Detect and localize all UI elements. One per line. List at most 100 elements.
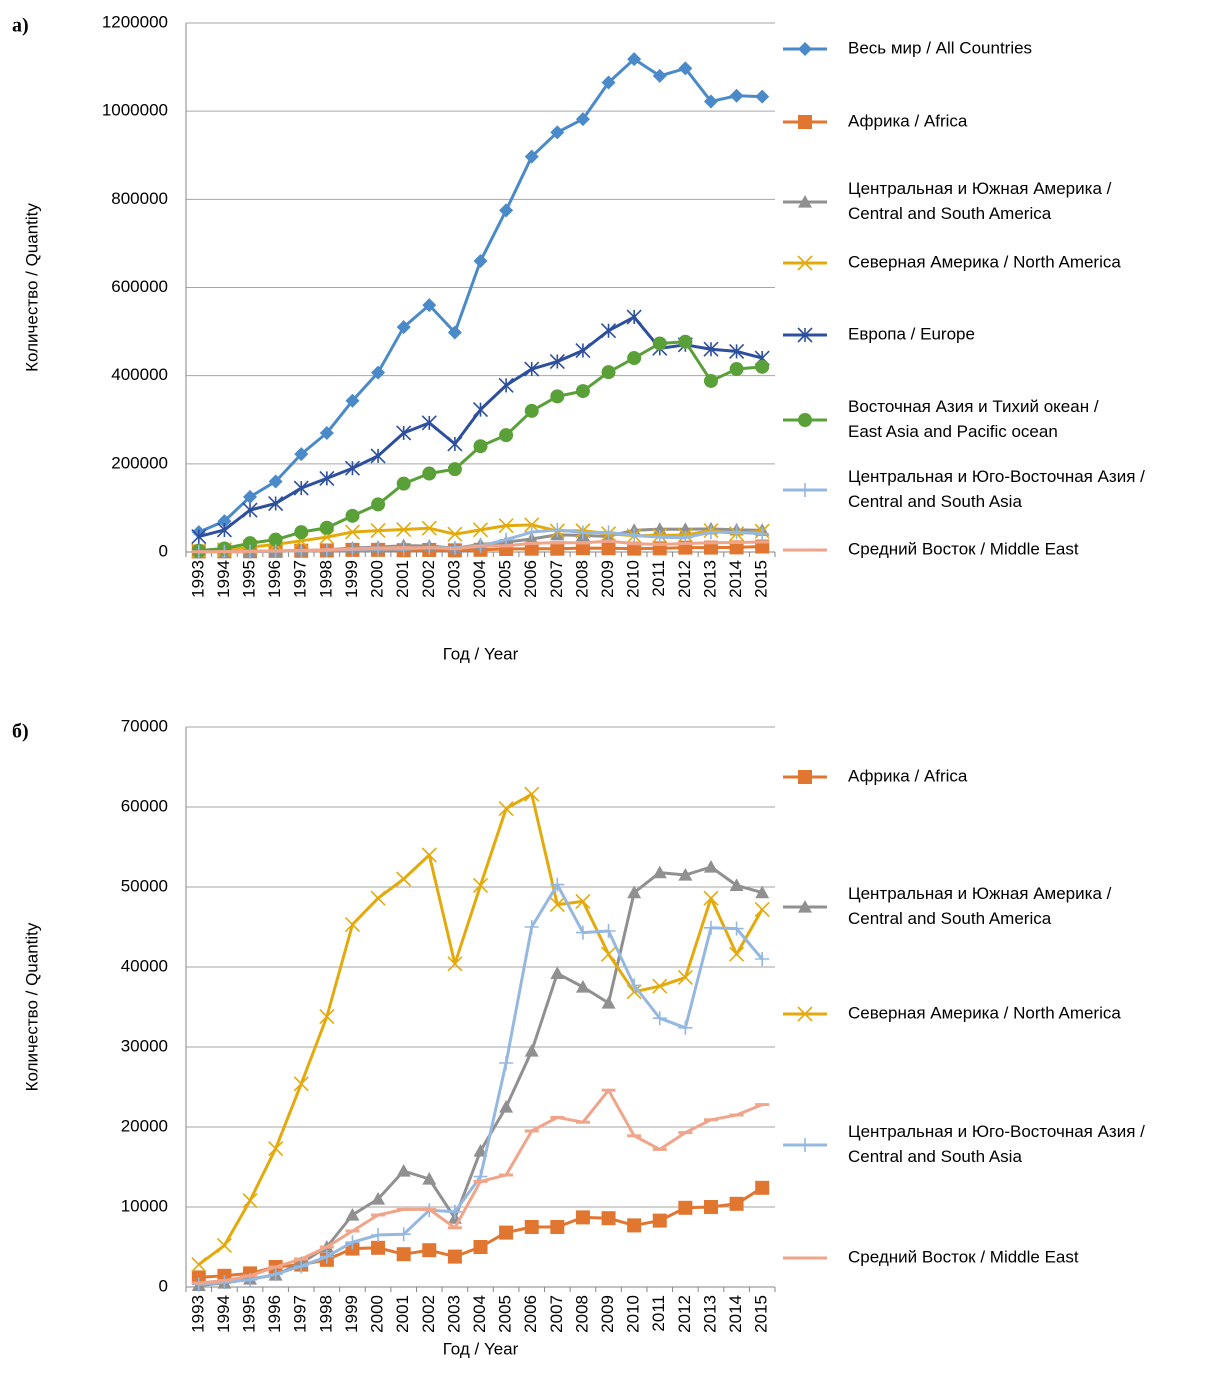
series-line — [197, 792, 764, 1266]
x-tick-label: 2004 — [470, 560, 489, 598]
marker — [447, 1249, 462, 1264]
marker — [729, 878, 744, 891]
x-tick-label: 2007 — [547, 1295, 566, 1333]
legend-label: Центральная и Южная Америка / — [848, 179, 1112, 198]
x-tick-label: 2002 — [419, 560, 438, 598]
x-tick-label: 2000 — [368, 560, 387, 598]
marker — [601, 365, 616, 380]
legend-label: Средний Восток / Middle East — [848, 539, 1079, 558]
marker — [652, 865, 667, 879]
marker — [550, 966, 565, 979]
x-tick-label: 2003 — [444, 1295, 463, 1333]
y-tick-label: 70000 — [121, 716, 168, 735]
x-tick-label: 2008 — [572, 560, 591, 598]
legend-label: Северная Америка / North America — [848, 1003, 1121, 1022]
marker — [345, 1235, 360, 1250]
marker — [216, 522, 232, 538]
marker — [396, 1247, 411, 1262]
marker — [396, 521, 412, 538]
marker — [754, 901, 770, 917]
marker — [319, 425, 334, 440]
marker — [601, 924, 616, 938]
legend-label: Центральная и Южная Америка / — [848, 884, 1112, 903]
marker — [729, 343, 745, 359]
x-tick-label: 2007 — [547, 560, 566, 598]
marker — [575, 342, 591, 359]
marker — [370, 890, 386, 906]
x-tick-label: 1995 — [240, 1295, 259, 1333]
marker — [447, 956, 463, 972]
marker — [652, 336, 667, 351]
marker — [703, 920, 718, 935]
chart: б) 0 10000 20000 30000 40000 50000 60000 70000 19… — [12, 716, 1145, 1358]
marker — [422, 298, 437, 313]
legend-label: Восточная Азия и Тихий океан / — [848, 397, 1099, 416]
marker — [798, 770, 812, 784]
marker — [319, 1009, 335, 1025]
marker — [396, 1227, 411, 1242]
series-line — [198, 883, 764, 1287]
legend-label: Центральная и Юго-Восточная Азия / — [848, 467, 1145, 486]
x-tick-label: 2005 — [496, 1295, 515, 1333]
marker — [575, 980, 590, 993]
marker — [729, 1196, 744, 1211]
marker — [243, 489, 258, 504]
marker — [550, 389, 565, 404]
legend-label: Центральная и Юго-Восточная Азия / — [848, 1122, 1145, 1141]
marker — [396, 320, 411, 335]
marker — [677, 969, 693, 985]
x-tick-label: 2001 — [393, 560, 412, 598]
marker — [499, 1056, 514, 1070]
marker — [422, 466, 437, 481]
marker — [652, 68, 667, 83]
y-tick-label: 20000 — [121, 1116, 168, 1135]
marker — [421, 847, 437, 863]
marker — [499, 428, 514, 443]
marker — [524, 525, 539, 540]
y-tick-label: 800000 — [111, 189, 168, 208]
marker — [447, 462, 462, 477]
marker — [370, 523, 386, 539]
marker — [524, 786, 540, 802]
marker — [550, 541, 565, 556]
marker — [627, 978, 642, 993]
marker — [344, 460, 361, 476]
marker — [498, 377, 514, 393]
marker — [498, 801, 514, 817]
marker — [703, 341, 719, 357]
marker — [473, 254, 488, 269]
legend-label: Европа / Europe — [848, 324, 975, 343]
marker — [601, 525, 616, 540]
y-tick-label: 200000 — [111, 453, 168, 472]
marker — [268, 532, 283, 547]
marker — [550, 522, 565, 537]
marker — [678, 1020, 693, 1035]
marker — [473, 1144, 488, 1157]
y-axis-title: Количество / Quantity — [22, 922, 41, 1091]
x-tick-label: 1996 — [265, 560, 284, 598]
marker — [344, 917, 361, 933]
x-tick-label: 2014 — [726, 1295, 745, 1333]
marker — [242, 1193, 258, 1209]
y-tick-label: 40000 — [121, 956, 168, 975]
marker — [755, 359, 770, 374]
marker — [421, 520, 437, 536]
marker — [371, 365, 386, 380]
x-tick-label: 2011 — [649, 1295, 668, 1332]
marker — [575, 541, 590, 556]
marker — [797, 255, 813, 271]
y-tick-label: 0 — [159, 541, 168, 560]
marker — [319, 470, 335, 486]
y-tick-label: 400000 — [111, 365, 168, 384]
marker — [798, 42, 812, 56]
x-tick-label: 1993 — [188, 560, 207, 598]
marker — [755, 952, 770, 966]
marker — [268, 1267, 283, 1282]
marker — [652, 1011, 667, 1026]
marker — [798, 115, 812, 129]
marker — [601, 541, 616, 556]
marker — [729, 362, 744, 377]
marker — [600, 946, 617, 962]
marker — [473, 439, 488, 454]
marker — [319, 1249, 334, 1264]
